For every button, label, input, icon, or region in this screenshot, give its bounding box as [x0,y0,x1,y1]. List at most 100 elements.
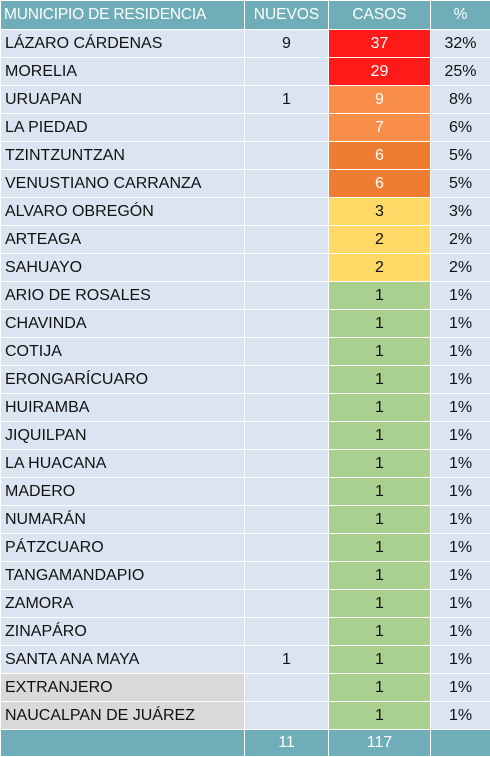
cell-casos: 37 [329,30,431,58]
cell-municipio: TANGAMANDAPIO [1,562,245,590]
cell-casos: 2 [329,226,431,254]
cell-nuevos [245,506,329,534]
cell-casos: 1 [329,646,431,674]
cell-municipio: SANTA ANA MAYA [1,646,245,674]
cell-municipio: NUMARÁN [1,506,245,534]
cell-casos: 1 [329,618,431,646]
cell-pct: 1% [431,394,490,422]
cell-pct: 2% [431,226,490,254]
cell-municipio: ZINAPÁRO [1,618,245,646]
cell-casos: 1 [329,562,431,590]
cell-municipio: ALVARO OBREGÓN [1,198,245,226]
cell-casos: 6 [329,170,431,198]
cell-nuevos [245,170,329,198]
cell-pct: 1% [431,506,490,534]
cell-municipio: ARIO DE ROSALES [1,282,245,310]
cell-pct: 1% [431,590,490,618]
cell-casos: 1 [329,422,431,450]
cell-pct: 8% [431,86,490,114]
cell-pct: 3% [431,198,490,226]
header-nuevos: NUEVOS [245,1,329,30]
cell-municipio: PÁTZCUARO [1,534,245,562]
cell-pct: 1% [431,282,490,310]
cell-pct: 5% [431,170,490,198]
cell-nuevos [245,394,329,422]
cell-municipio: ERONGARÍCUARO [1,366,245,394]
cell-nuevos [245,226,329,254]
cell-pct: 1% [431,478,490,506]
cell-pct: 1% [431,702,490,730]
cell-casos: 6 [329,142,431,170]
cell-pct: 1% [431,646,490,674]
cell-municipio: URUAPAN [1,86,245,114]
cell-pct: 2% [431,254,490,282]
totals-row: 11 117 [1,730,490,757]
cell-pct: 25% [431,58,490,86]
cell-municipio: SAHUAYO [1,254,245,282]
totals-pct [431,730,490,757]
cell-municipio: NAUCALPAN DE JUÁREZ [1,702,245,730]
cell-municipio: TZINTZUNTZAN [1,142,245,170]
cell-municipio: LA HUACANA [1,450,245,478]
cell-casos: 1 [329,534,431,562]
totals-nuevos: 11 [245,730,329,757]
cell-nuevos [245,562,329,590]
cell-casos: 1 [329,282,431,310]
cell-municipio: MADERO [1,478,245,506]
cell-nuevos: 9 [245,30,329,58]
cell-nuevos [245,310,329,338]
cell-pct: 1% [431,338,490,366]
table-footer: 11 117 [1,730,490,757]
cell-casos: 29 [329,58,431,86]
cell-municipio: VENUSTIANO CARRANZA [1,170,245,198]
cell-nuevos [245,366,329,394]
cell-nuevos [245,590,329,618]
cell-municipio: MORELIA [1,58,245,86]
header-row: MUNICIPIO DE RESIDENCIA NUEVOS CASOS % [1,1,490,30]
cell-pct: 1% [431,618,490,646]
cell-casos: 1 [329,366,431,394]
header-municipio: MUNICIPIO DE RESIDENCIA [1,1,245,30]
cell-casos: 1 [329,506,431,534]
cell-casos: 1 [329,702,431,730]
cell-nuevos [245,478,329,506]
cell-pct: 1% [431,674,490,702]
cell-nuevos [245,254,329,282]
cell-municipio: LA PIEDAD [1,114,245,142]
cell-nuevos [245,422,329,450]
cell-nuevos [245,674,329,702]
cell-nuevos [245,450,329,478]
totals-label [1,730,245,757]
cell-pct: 1% [431,534,490,562]
cell-nuevos [245,58,329,86]
header-casos: CASOS [329,1,431,30]
cell-nuevos: 1 [245,646,329,674]
cell-casos: 1 [329,590,431,618]
totals-casos: 117 [329,730,431,757]
header-pct: % [431,1,490,30]
cell-nuevos [245,142,329,170]
cell-casos: 1 [329,338,431,366]
cell-casos: 1 [329,394,431,422]
cell-casos: 3 [329,198,431,226]
cell-municipio: EXTRANJERO [1,674,245,702]
cell-casos: 1 [329,478,431,506]
table-header: MUNICIPIO DE RESIDENCIA NUEVOS CASOS % [1,1,490,30]
